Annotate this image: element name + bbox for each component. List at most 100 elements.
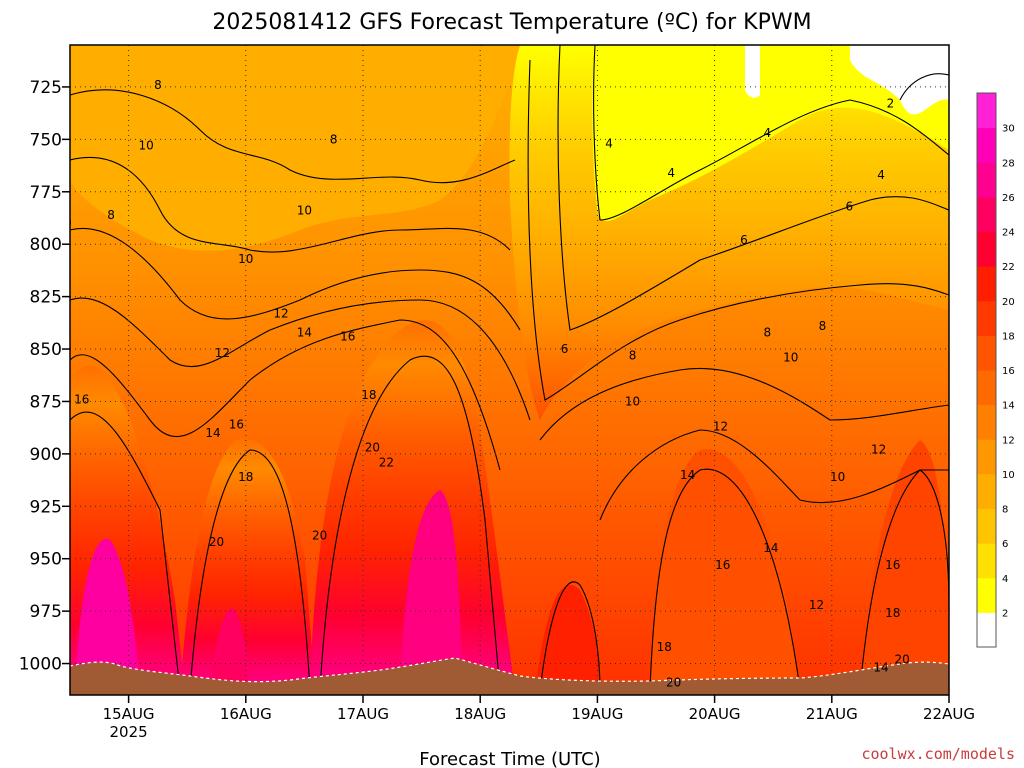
colorbar-tick-label: 24 [1002, 228, 1015, 239]
colorbar-swatch [977, 231, 996, 267]
colorbar-tick-label: 26 [1002, 193, 1015, 204]
colorbar-tick-label: 28 [1002, 158, 1015, 169]
contour-label: 10 [139, 139, 154, 153]
contour-label: 6 [561, 342, 569, 356]
plot-frame [69, 44, 950, 696]
y-tick-label: 775 [30, 183, 62, 203]
contour-label: 12 [871, 443, 886, 457]
colorbar-swatch [977, 93, 996, 129]
warm-plume-6 [860, 440, 949, 690]
colorbar-swatch [977, 127, 996, 163]
contour-label: 16 [74, 392, 89, 406]
contour-label: 4 [605, 137, 613, 151]
colorbar-tick-label: 8 [1002, 505, 1008, 516]
contour-label: 20 [312, 529, 327, 543]
contour-label: 16 [715, 558, 730, 572]
contour-label: 8 [154, 78, 162, 92]
grid [70, 45, 949, 695]
contour-label: 10 [297, 204, 312, 218]
colorbar-tick-label: 16 [1002, 366, 1015, 377]
colorbar-swatch [977, 404, 996, 440]
colorbar-swatch [977, 266, 996, 302]
contour-label: 18 [361, 388, 376, 402]
contour-label: 4 [667, 166, 675, 180]
terrain [70, 658, 949, 695]
contour-label: 12 [273, 306, 288, 320]
y-tick-label: 825 [30, 288, 62, 308]
contour-label: 4 [877, 168, 885, 182]
contour-label: 10 [830, 470, 845, 484]
contour-label: 26 [48, 621, 63, 635]
colorbar-swatch [977, 335, 996, 371]
contour-label: 8 [107, 208, 115, 222]
contour-label: 14 [205, 426, 220, 440]
contour-label: 10 [783, 350, 798, 364]
contour-label: 12 [809, 598, 824, 612]
warm-plume-4 [535, 584, 600, 690]
hot-core-2 [400, 490, 462, 690]
colorbar-tick-label: 20 [1002, 297, 1015, 308]
contour-label: 12 [215, 346, 230, 360]
contour-label: 8 [819, 319, 827, 333]
contour-label: 22 [379, 455, 394, 469]
colorbar-tick-label: 22 [1002, 262, 1015, 273]
y-tick-label: 800 [30, 235, 62, 255]
contour-label: 14 [297, 325, 312, 339]
warm-plume-2 [180, 438, 315, 690]
x-tick-label: 16AUG [220, 705, 272, 723]
y-tick-label: 875 [30, 392, 62, 412]
colorbar-tick-label: 14 [1002, 401, 1015, 412]
x-axis-label: Forecast Time (UTC) [419, 749, 600, 768]
contour-label: 4 [764, 126, 772, 140]
coldest-core [745, 45, 949, 115]
colorbar-tick-label: 12 [1002, 435, 1015, 446]
contour-labels: 8 10 8 10 8 10 10 12 14 12 16 18 20 22 14 16 16 18 20 20 2 4 2… [48, 78, 910, 690]
x-tick-label: 20AUG [689, 705, 741, 723]
hot-core-3 [210, 608, 248, 690]
colorbar-swatch [977, 508, 996, 544]
contour-label: 16 [885, 558, 900, 572]
contour-label: 8 [330, 132, 338, 146]
x-tick-label: 22AUG [923, 705, 975, 723]
contour-label: 14 [763, 541, 778, 555]
contour-label: 18 [238, 470, 253, 484]
colorbar-tick-label: 6 [1002, 539, 1008, 550]
contour-label: 10 [238, 252, 253, 266]
y-tick-label: 950 [30, 550, 62, 570]
colorbar-frame [976, 92, 997, 648]
contour-label: 18 [657, 640, 672, 654]
colorbar-swatch [977, 370, 996, 406]
y-tick-label: 975 [30, 602, 62, 622]
x-tick-label: 17AUG [337, 705, 389, 723]
chart-title: 2025081412 GFS Forecast Temperature (ºC)… [212, 10, 811, 35]
x-tick-label: 18AUG [454, 705, 506, 723]
contour-label: 20 [209, 535, 224, 549]
contour-label: 6 [740, 233, 748, 247]
cool-tongue-left [70, 45, 520, 251]
colorbar-tick-label: 4 [1002, 574, 1008, 585]
terrain-edge [70, 657, 949, 683]
x-tick-label: 15AUG [103, 705, 155, 723]
contour-label: 12 [713, 420, 728, 434]
contour-label: 10 [625, 394, 640, 408]
contour-label: 14 [680, 468, 695, 482]
y-tick-label: 925 [30, 497, 62, 517]
colorbar-swatch [977, 612, 996, 648]
contour-label: 2 [887, 97, 895, 111]
colorbar-swatch [977, 577, 996, 613]
x-tick-sublabel: 2025 [110, 723, 148, 741]
colorbar-swatch [977, 439, 996, 475]
contour-label: 14 [873, 661, 888, 675]
warm-plume-5 [650, 449, 800, 690]
credit-text: coolwx.com/models [861, 745, 1015, 763]
contour-label: 20 [666, 675, 681, 689]
y-axis: 725 750 775 800 825 850 875 900 925 950 975 1000 [19, 78, 70, 675]
x-tick-label: 19AUG [571, 705, 623, 723]
contour-label: 20 [894, 652, 909, 666]
colorbar-swatch [977, 473, 996, 509]
colorbar-swatch [977, 300, 996, 336]
x-tick-label: 21AUG [806, 705, 858, 723]
